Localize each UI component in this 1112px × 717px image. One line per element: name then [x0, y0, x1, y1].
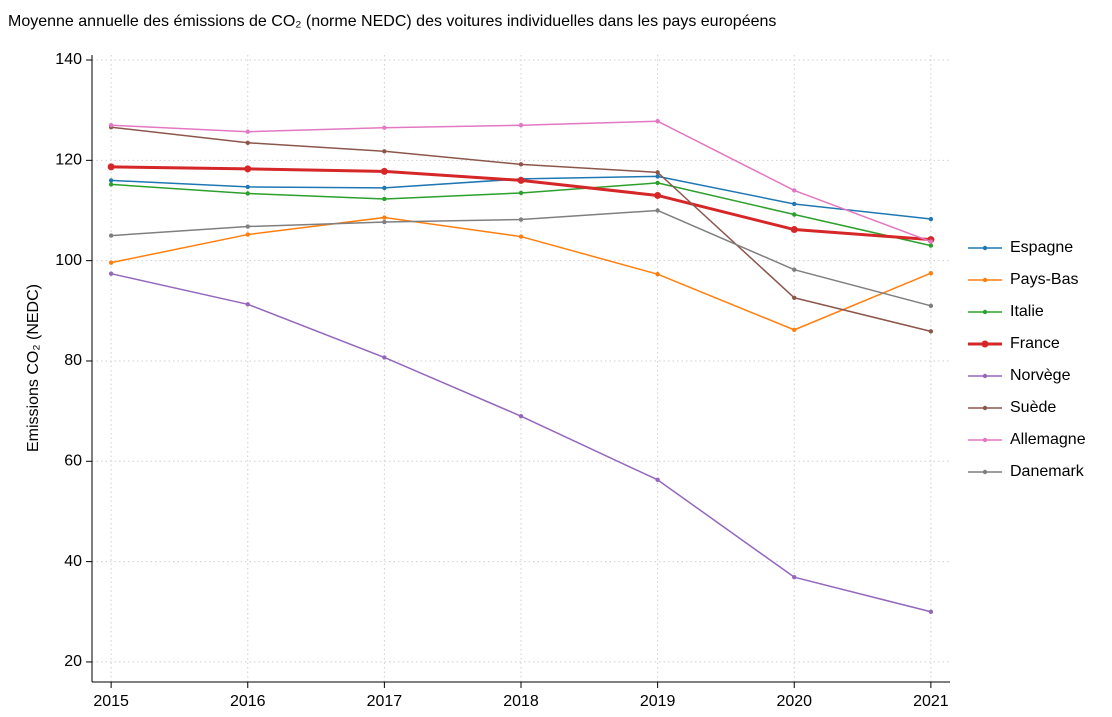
y-tick-label: 140	[55, 51, 82, 68]
data-point	[655, 119, 660, 124]
data-point	[655, 208, 660, 213]
data-point	[792, 327, 797, 333]
x-tick-label: 2017	[367, 693, 403, 710]
data-point	[108, 123, 114, 128]
data-point	[382, 185, 387, 191]
x-tick-label: 2020	[776, 693, 812, 710]
data-point	[655, 180, 660, 186]
data-point	[790, 226, 798, 234]
data-point	[928, 239, 934, 244]
y-axis-label: Emissions CO₂ (NEDC)	[25, 284, 42, 452]
data-point	[108, 260, 114, 265]
data-point	[382, 355, 387, 360]
data-point	[382, 149, 387, 154]
data-point	[792, 267, 797, 272]
data-point	[108, 271, 114, 276]
data-point	[792, 574, 797, 580]
legend-marker	[982, 469, 988, 475]
data-point	[928, 216, 934, 222]
data-point	[382, 219, 387, 225]
x-tick-label: 2021	[913, 693, 949, 710]
data-point	[108, 182, 114, 187]
legend-marker	[981, 340, 989, 348]
y-tick-label: 120	[55, 152, 82, 169]
data-point	[382, 215, 387, 220]
legend-label: Italie	[1010, 303, 1044, 320]
data-point	[245, 232, 250, 237]
data-point	[655, 477, 660, 483]
data-point	[518, 413, 524, 419]
y-tick-label: 40	[64, 553, 82, 570]
data-point	[517, 176, 525, 184]
data-point	[518, 234, 524, 239]
data-point	[245, 191, 250, 196]
legend-marker	[982, 373, 988, 379]
data-point	[245, 140, 250, 145]
data-point	[245, 224, 250, 229]
data-point	[245, 129, 250, 134]
legend-label: Danemark	[1010, 463, 1085, 480]
data-point	[518, 123, 524, 128]
legend-marker	[982, 277, 988, 283]
data-point	[380, 167, 388, 175]
legend-label: Pays-Bas	[1010, 271, 1078, 288]
legend-marker	[982, 245, 988, 251]
legend-label: France	[1010, 335, 1060, 352]
data-point	[792, 212, 797, 217]
y-tick-label: 60	[64, 453, 82, 470]
data-point	[382, 125, 387, 130]
legend-label: Allemagne	[1010, 431, 1086, 448]
data-point	[928, 243, 934, 248]
legend-marker	[982, 405, 988, 411]
legend-marker	[982, 437, 988, 443]
chart-title: Moyenne annuelle des émissions de CO₂ (n…	[8, 13, 776, 30]
data-point	[654, 191, 662, 199]
data-point	[244, 165, 252, 173]
data-point	[655, 170, 660, 175]
data-point	[792, 201, 797, 207]
data-point	[792, 188, 797, 193]
x-tick-label: 2018	[503, 693, 539, 710]
data-point	[245, 184, 250, 190]
legend-label: Suède	[1010, 399, 1056, 416]
legend-label: Espagne	[1010, 239, 1073, 256]
data-point	[792, 295, 797, 300]
data-point	[928, 329, 934, 334]
x-tick-label: 2016	[230, 693, 266, 710]
legend-label: Norvège	[1010, 367, 1071, 384]
data-point	[655, 174, 660, 179]
y-tick-label: 100	[55, 252, 82, 269]
legend-marker	[982, 309, 988, 315]
data-point	[928, 609, 934, 614]
data-point	[382, 196, 387, 202]
data-point	[655, 271, 660, 277]
data-point	[518, 162, 524, 167]
data-point	[108, 178, 114, 183]
x-tick-label: 2015	[93, 693, 129, 710]
data-point	[107, 163, 115, 171]
data-point	[245, 302, 250, 307]
y-tick-label: 20	[64, 653, 82, 670]
data-point	[928, 303, 934, 308]
data-point	[518, 190, 524, 196]
x-tick-label: 2019	[640, 693, 676, 710]
data-point	[928, 270, 934, 276]
data-point	[108, 233, 114, 238]
y-tick-label: 80	[64, 352, 82, 369]
data-point	[518, 217, 524, 222]
